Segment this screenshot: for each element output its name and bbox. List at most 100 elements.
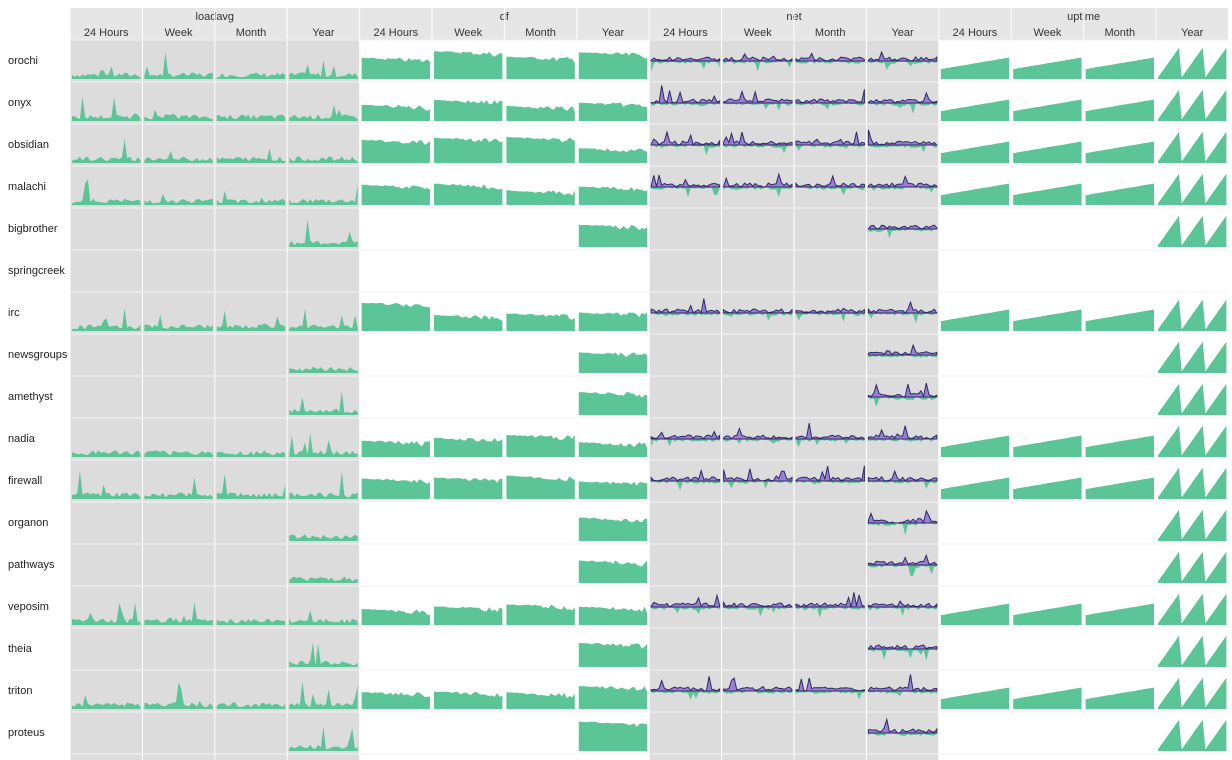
spark-onyx-net-1-out xyxy=(723,89,793,104)
spark-irc-net-1-out xyxy=(723,308,793,314)
spark-organon-net-3-out xyxy=(867,509,938,524)
spark-bigbrother-uptime-3 xyxy=(1158,215,1227,247)
spark-malachi-df-0 xyxy=(361,184,430,205)
spark-firewall-net-1-out xyxy=(723,468,793,482)
host-label-pathways: pathways xyxy=(8,559,55,571)
spark-triton-net-2-in xyxy=(796,691,865,700)
spark-nadia-uptime-3 xyxy=(1158,425,1227,457)
period-header-uptime-week: Week xyxy=(1033,27,1061,39)
period-header-net-month: Month xyxy=(815,27,846,39)
spark-veposim-df-3 xyxy=(578,606,648,625)
spark-onyx-net-0-out xyxy=(650,85,721,104)
spark-firewall-loadavg-1 xyxy=(144,477,213,499)
spark-onyx-df-0 xyxy=(361,104,430,121)
spark-firewall-df-0 xyxy=(361,478,430,499)
spark-malachi-df-1 xyxy=(434,183,503,205)
spark-triton-loadavg-1 xyxy=(144,682,213,709)
spark-orochi-net-2-in xyxy=(796,61,865,64)
spark-malachi-uptime-3 xyxy=(1158,173,1227,205)
period-header-loadavg-year: Year xyxy=(312,27,335,39)
spark-veposim-loadavg-1 xyxy=(144,602,213,625)
spark-triton-net-3-out xyxy=(867,674,938,692)
spark-firewall-uptime-1 xyxy=(1013,477,1082,499)
spark-veposim-loadavg-2 xyxy=(216,618,286,625)
spark-obsidian-loadavg-3 xyxy=(289,156,358,163)
period-header-df-week: Week xyxy=(454,27,482,39)
spark-irc-net-2-out xyxy=(795,307,865,314)
spark-obsidian-uptime-0 xyxy=(940,141,1010,163)
spark-obsidian-net-3-in xyxy=(868,145,937,153)
spark-triton-loadavg-0 xyxy=(72,695,141,709)
spark-onyx-uptime-0 xyxy=(940,99,1010,121)
spark-pathways-df-3 xyxy=(578,560,648,583)
spark-bigbrother-loadavg-3 xyxy=(289,219,358,247)
spark-irc-df-2 xyxy=(506,313,575,331)
period-header-net-24-hours: 24 Hours xyxy=(663,27,708,39)
spark-pathways-loadavg-3 xyxy=(289,576,358,583)
spark-firewall-df-3 xyxy=(578,481,648,499)
spark-firewall-net-1-in xyxy=(723,481,792,489)
spark-bigbrother-net-3-in xyxy=(868,229,937,239)
spark-veposim-net-3-out xyxy=(867,600,938,608)
spark-newsgroups-net-3-out xyxy=(867,343,938,356)
spark-theia-df-3 xyxy=(578,643,648,667)
spark-onyx-loadavg-2 xyxy=(216,114,286,121)
spark-onyx-df-1 xyxy=(434,99,503,121)
spark-malachi-net-2-out xyxy=(795,174,865,188)
spark-triton-net-0-out xyxy=(650,676,721,692)
host-label-onyx: onyx xyxy=(8,97,32,109)
spark-triton-net-3-in xyxy=(868,691,937,697)
spark-irc-uptime-1 xyxy=(1013,309,1082,331)
spark-orochi-uptime-2 xyxy=(1085,57,1154,79)
spark-triton-net-2-out xyxy=(795,677,865,692)
spark-newsgroups-df-3 xyxy=(578,352,648,373)
spark-veposim-net-2-out xyxy=(795,592,865,608)
spark-malachi-loadavg-3 xyxy=(289,184,358,205)
spark-malachi-df-3 xyxy=(578,186,648,205)
host-label-newsgroups: newsgroups xyxy=(8,349,68,361)
host-label-irc: irc xyxy=(8,307,20,319)
spark-pathways-net-3-out xyxy=(867,553,938,566)
spark-amethyst-loadavg-3 xyxy=(289,391,358,415)
spark-obsidian-net-1-out xyxy=(723,131,793,146)
spark-firewall-net-3-in xyxy=(868,481,937,489)
spark-malachi-uptime-1 xyxy=(1013,183,1082,205)
spark-triton-df-2 xyxy=(506,692,575,709)
spark-veposim-loadavg-0 xyxy=(72,602,141,625)
spark-firewall-df-1 xyxy=(434,477,503,499)
spark-nadia-uptime-1 xyxy=(1013,435,1082,457)
spark-veposim-net-0-out xyxy=(650,593,721,608)
spark-nadia-uptime-2 xyxy=(1085,435,1154,457)
spark-triton-uptime-0 xyxy=(940,687,1010,709)
host-label-veposim: veposim xyxy=(8,601,49,613)
spark-malachi-net-1-out xyxy=(723,172,793,188)
period-header-net-year: Year xyxy=(891,27,914,39)
spark-malachi-loadavg-2 xyxy=(216,190,286,205)
spark-firewall-uptime-3 xyxy=(1158,467,1227,499)
spark-amethyst-uptime-3 xyxy=(1158,383,1227,415)
spark-onyx-net-0-in xyxy=(651,103,720,107)
spark-malachi-uptime-0 xyxy=(940,183,1010,205)
spark-veposim-uptime-0 xyxy=(940,603,1010,625)
spark-proteus-net-3-in xyxy=(868,733,937,736)
spark-triton-net-1-out xyxy=(723,677,793,692)
spark-malachi-net-3-out xyxy=(867,174,938,188)
host-label-proteus: proteus xyxy=(8,727,45,739)
spark-orochi-uptime-0 xyxy=(940,57,1010,79)
spark-orochi-net-0-in xyxy=(651,61,720,72)
spark-obsidian-loadavg-2 xyxy=(216,148,286,163)
spark-onyx-net-1-in xyxy=(723,103,792,111)
spark-orochi-loadavg-0 xyxy=(72,66,141,79)
spark-veposim-net-1-out xyxy=(723,600,793,608)
spark-obsidian-loadavg-1 xyxy=(144,151,213,163)
spark-nadia-net-3-out xyxy=(867,425,938,440)
spark-theia-uptime-3 xyxy=(1158,635,1227,667)
spark-theia-net-3-out xyxy=(867,644,938,650)
spark-triton-df-3 xyxy=(578,686,648,709)
spark-malachi-net-1-in xyxy=(723,187,792,197)
spark-veposim-loadavg-3 xyxy=(289,610,358,625)
spark-proteus-loadavg-3 xyxy=(289,726,358,751)
spark-irc-uptime-0 xyxy=(940,309,1010,331)
spark-irc-loadavg-0 xyxy=(72,308,141,331)
spark-irc-net-2-in xyxy=(796,313,865,322)
